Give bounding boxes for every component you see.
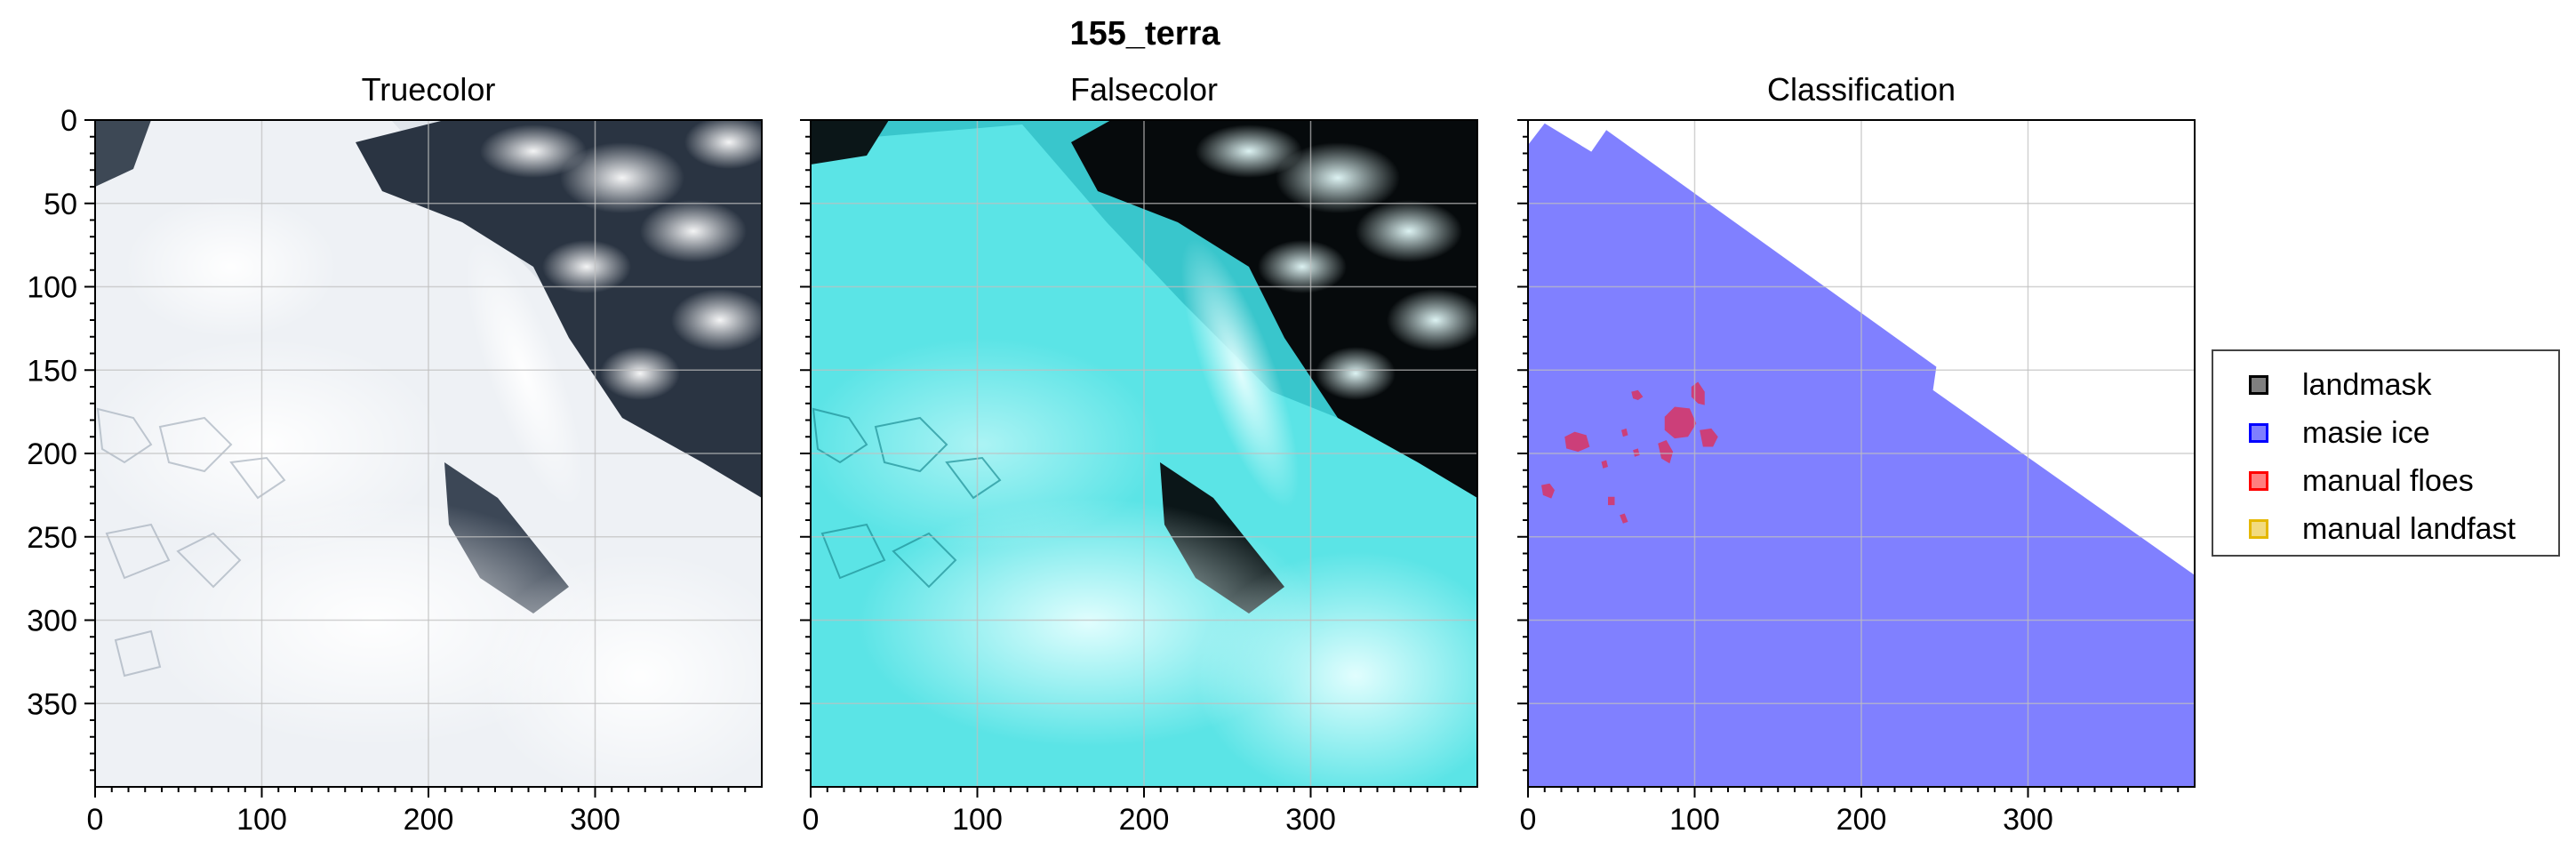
legend-item-masie-ice: masie ice <box>2249 415 2430 451</box>
legend-label-masie-ice: masie ice <box>2302 415 2430 450</box>
legend-swatch-landmask <box>2249 375 2268 395</box>
falsecolor-clouds <box>811 124 1477 787</box>
legend: landmask masie ice manual floes manual l… <box>2212 349 2560 557</box>
x-tick-label: 200 <box>1119 803 1170 837</box>
manual-floe-2 <box>1564 431 1590 453</box>
panel-title-falsecolor: Falsecolor <box>1070 71 1218 108</box>
y-tick-label: 300 <box>27 605 77 638</box>
manual-floe-3 <box>1700 428 1718 447</box>
panel-title-classification: Classification <box>1767 71 1956 108</box>
manual-floe-10 <box>1633 448 1640 457</box>
legend-item-manual-floes: manual floes <box>2249 463 2474 499</box>
axes-0: 0 100 200 300 0 50 100 150 200 250 300 350 <box>27 104 763 837</box>
manual-floe-7 <box>1608 496 1615 506</box>
x-tick-label: 100 <box>236 803 287 837</box>
figure-suptitle: 155_terra <box>1069 15 1220 52</box>
axes-1: 0 100 200 300 <box>800 119 1478 837</box>
manual-floe-11 <box>1621 428 1628 437</box>
x-tick-label: 0 <box>803 803 820 837</box>
y-tick-label: 100 <box>27 271 77 305</box>
truecolor-image <box>95 120 762 787</box>
y-tick-label: 350 <box>27 687 77 721</box>
manual-floe-5 <box>1541 483 1555 499</box>
legend-item-manual-landfast: manual landfast <box>2249 511 2516 547</box>
x-tick-label: 100 <box>1669 803 1720 837</box>
y-tick-label: 50 <box>44 188 77 221</box>
legend-item-landmask: landmask <box>2249 367 2432 403</box>
legend-label-manual-floes: manual floes <box>2302 463 2474 498</box>
manual-floe-0 <box>1664 406 1697 439</box>
panel-falsecolor: Falsecolor <box>811 71 1477 787</box>
y-tick-label: 200 <box>27 437 77 471</box>
truecolor-clouds <box>95 120 762 787</box>
legend-swatch-masie-ice <box>2249 423 2268 443</box>
truecolor-floe-pattern <box>96 407 286 678</box>
x-tick-label: 0 <box>1520 803 1537 837</box>
axes-2: 0 100 200 300 <box>1517 119 2196 837</box>
manual-floe-8 <box>1620 513 1628 524</box>
y-tick-label: 0 <box>60 104 77 138</box>
x-tick-label: 300 <box>570 803 620 837</box>
x-tick-label: 300 <box>2003 803 2053 837</box>
y-tick-label: 150 <box>27 354 77 388</box>
legend-label-landmask: landmask <box>2302 367 2432 402</box>
falsecolor-image <box>811 120 1477 787</box>
panel-title-truecolor: Truecolor <box>362 71 496 108</box>
legend-swatch-manual-floes <box>2249 471 2268 491</box>
falsecolor-floe-pattern <box>812 407 1002 589</box>
panel-truecolor: Truecolor <box>95 71 762 787</box>
x-tick-label: 300 <box>1285 803 1336 837</box>
manual-floe-9 <box>1601 460 1608 469</box>
manual-floe-6 <box>1631 389 1644 400</box>
x-tick-label: 100 <box>952 803 1003 837</box>
legend-swatch-manual-landfast <box>2249 519 2268 539</box>
x-tick-label: 200 <box>1836 803 1887 837</box>
y-tick-label: 250 <box>27 521 77 555</box>
x-tick-label: 200 <box>404 803 454 837</box>
manual-floe-4 <box>1658 440 1674 464</box>
x-tick-label: 0 <box>87 803 104 837</box>
legend-label-manual-landfast: manual landfast <box>2302 511 2516 546</box>
